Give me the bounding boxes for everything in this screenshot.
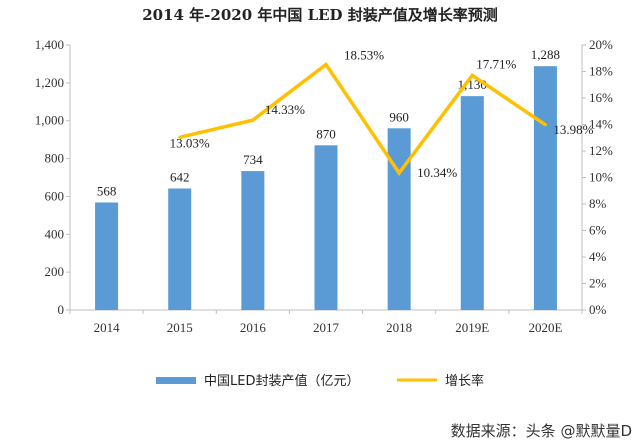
y-left-tick-label: 800	[45, 151, 65, 166]
y-right-tick-label: 14%	[589, 117, 613, 132]
y-left-tick-label: 0	[58, 302, 65, 317]
growth-value-label: 17.71%	[476, 56, 516, 71]
bar	[533, 66, 557, 310]
y-right-tick-label: 4%	[589, 249, 607, 264]
y-right-tick-label: 8%	[589, 196, 607, 211]
bar	[241, 171, 265, 310]
x-tick-label: 2016	[240, 320, 267, 335]
growth-value-label: 13.98%	[553, 122, 593, 137]
y-left-tick-label: 200	[45, 264, 65, 279]
legend: 中国LED封装产值（亿元） 增长率	[156, 373, 484, 389]
growth-value-label: 18.53%	[344, 47, 384, 62]
y-left-tick-label: 600	[45, 188, 65, 203]
growth-point	[178, 135, 182, 139]
bar-value-label: 568	[97, 183, 117, 198]
x-tick-label: 2020E	[528, 320, 562, 335]
bar	[314, 145, 338, 310]
growth-point	[470, 73, 474, 77]
growth-point	[251, 118, 255, 122]
bar	[168, 188, 192, 310]
x-tick-label: 2018	[386, 320, 412, 335]
growth-labels: 13.03% 14.33% 18.53% 10.34% 17.71% 13.98%	[170, 47, 594, 180]
y-right-tick-label: 16%	[589, 90, 613, 105]
x-tick-label: 2017	[313, 320, 340, 335]
x-tick-label: 2014	[94, 320, 121, 335]
legend-line-label: 增长率	[445, 373, 484, 389]
y-right-tick-label: 6%	[589, 223, 607, 238]
y-right-tick-label: 12%	[589, 143, 613, 158]
bar-value-label: 960	[389, 109, 409, 124]
growth-line	[178, 61, 547, 177]
growth-point	[397, 171, 401, 175]
y-right-tick-label: 2%	[589, 276, 607, 291]
y-left-tick-label: 1,000	[35, 113, 64, 128]
growth-value-label: 10.34%	[417, 165, 457, 180]
legend-bar-swatch	[156, 377, 196, 384]
bar-value-label: 870	[316, 126, 336, 141]
growth-line-path	[179, 61, 547, 177]
growth-value-label: 14.33%	[265, 102, 305, 117]
bar	[460, 96, 484, 310]
y-right-tick-label: 20%	[589, 37, 613, 52]
chart-title: 2014 年-2020 年中国 LED 封装产值及增长率预测	[142, 6, 498, 24]
y-right-tick-label: 10%	[589, 170, 613, 185]
legend-bar-label: 中国LED封装产值（亿元）	[204, 373, 359, 389]
bar	[95, 202, 119, 310]
bar	[387, 128, 411, 310]
y-left-tick-label: 1,200	[35, 75, 64, 90]
y-right-tick-label: 0%	[589, 302, 607, 317]
bar-value-label: 734	[243, 152, 263, 167]
y-left-tick-label: 400	[45, 226, 65, 241]
bars	[95, 66, 557, 310]
y-right-tick-label: 18%	[589, 64, 613, 79]
x-tick-label: 2019E	[455, 320, 489, 335]
bar-value-label: 642	[170, 169, 190, 184]
x-tick-label: 2015	[167, 320, 193, 335]
growth-point	[543, 123, 547, 127]
axes: 0 200 400 600 800 1,000 1,200 1,400 0% 2% 4% 6% 8% 10…	[35, 37, 613, 335]
growth-value-label: 13.03%	[170, 135, 210, 150]
source-note: 数据来源：头条 @默默量D	[451, 422, 632, 440]
bar-value-label: 1,288	[531, 47, 560, 62]
growth-point	[324, 62, 328, 66]
y-left-tick-label: 1,400	[35, 37, 64, 52]
